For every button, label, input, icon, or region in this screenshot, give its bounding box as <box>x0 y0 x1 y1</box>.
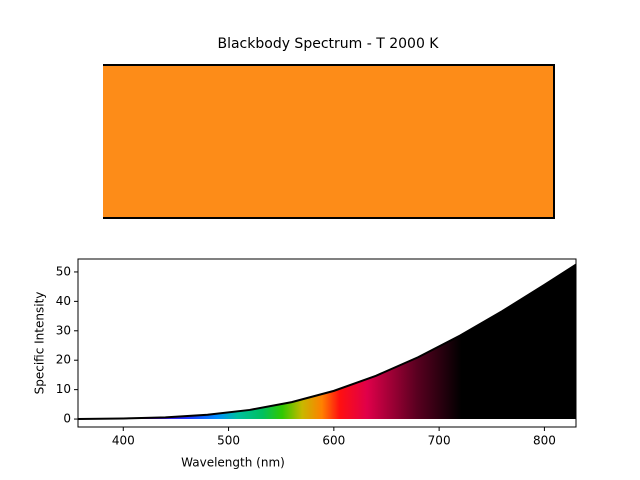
y-tick-label: 0 <box>63 412 71 426</box>
y-tick-label: 10 <box>56 382 71 396</box>
color-swatch <box>103 65 554 218</box>
y-tick-label: 50 <box>56 264 71 278</box>
x-tick-label: 500 <box>217 434 240 448</box>
x-tick-label: 600 <box>322 434 345 448</box>
y-tick-label: 30 <box>56 323 71 337</box>
x-tick-label: 800 <box>533 434 556 448</box>
x-axis-label: Wavelength (nm) <box>181 456 285 470</box>
x-tick-label: 400 <box>112 434 135 448</box>
spectrum-panel: 400 500 600 700 800 0 10 20 30 40 50 <box>56 258 577 448</box>
y-tick-label: 20 <box>56 353 71 367</box>
x-tick-label: 700 <box>428 434 451 448</box>
chart-title: Blackbody Spectrum - T 2000 K <box>217 36 439 52</box>
axes-frame <box>77 258 577 428</box>
intensity-line <box>77 263 577 420</box>
y-axis-label: Specific Intensity <box>33 292 47 395</box>
swatch-panel <box>103 64 555 219</box>
spectrum-fill <box>78 264 576 420</box>
swatch-border <box>103 64 555 219</box>
y-tick-label: 40 <box>56 294 71 308</box>
